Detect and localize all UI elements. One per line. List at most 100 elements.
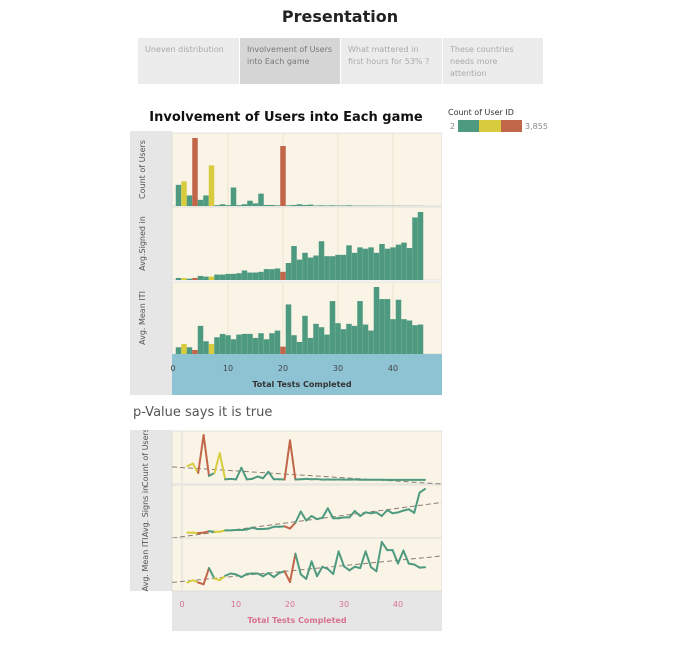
legend-max: 3,855 xyxy=(525,122,548,131)
line-segment xyxy=(326,507,335,520)
bar xyxy=(225,205,231,206)
story-tab-involvement[interactable]: Involvement of Users into Each game xyxy=(240,38,340,84)
story-tab-uneven-distribution[interactable]: Uneven distribution xyxy=(138,38,239,84)
bar xyxy=(335,205,341,206)
bar xyxy=(236,334,242,354)
bar xyxy=(208,276,215,280)
line-segment xyxy=(235,466,243,481)
line-segment xyxy=(283,439,291,481)
line-segment xyxy=(359,511,367,517)
bar xyxy=(203,195,209,206)
story-tab-first-hours[interactable]: What mattered in first hours for 53% ? xyxy=(341,38,442,84)
bar xyxy=(269,204,275,206)
story-tab-countries[interactable]: These countries needs more attention xyxy=(443,38,543,84)
bar xyxy=(324,205,330,206)
line-segment xyxy=(256,572,264,578)
bar xyxy=(192,277,198,280)
pane xyxy=(171,132,442,207)
bar xyxy=(192,349,198,354)
line-segment xyxy=(332,550,340,575)
line-segment xyxy=(299,510,308,522)
bar xyxy=(214,205,220,206)
bar xyxy=(258,333,264,354)
bar xyxy=(247,200,253,206)
bar xyxy=(225,273,231,280)
bar xyxy=(401,319,407,354)
bar xyxy=(340,254,347,280)
line-segment xyxy=(359,550,367,570)
bar xyxy=(335,323,341,354)
bar xyxy=(175,277,182,280)
bar xyxy=(186,278,193,280)
bar xyxy=(357,301,363,354)
line-segment xyxy=(364,550,372,569)
line-segment xyxy=(191,462,200,474)
line-segment xyxy=(197,434,205,474)
line-segment xyxy=(262,572,270,578)
bar xyxy=(280,271,286,280)
x-tick-label: 0 xyxy=(179,600,184,609)
bar xyxy=(296,341,303,354)
line-segment xyxy=(397,549,405,565)
bar xyxy=(362,324,369,354)
row-label: Avg.Signed in xyxy=(138,216,147,271)
row-label: Count of Users xyxy=(141,430,150,487)
line-segment xyxy=(386,509,394,515)
x-axis-title: Total Tests Completed xyxy=(247,616,346,625)
bar xyxy=(203,341,209,354)
bar xyxy=(258,193,264,206)
bar xyxy=(291,335,297,354)
legend-swatch-red xyxy=(500,120,522,132)
line-segment xyxy=(380,509,389,517)
color-legend[interactable] xyxy=(458,120,522,132)
line-segment xyxy=(262,470,270,480)
bar xyxy=(291,246,297,280)
bar xyxy=(318,327,325,354)
bar xyxy=(313,323,319,354)
line-segment xyxy=(208,471,216,477)
bar xyxy=(417,324,424,354)
bar xyxy=(406,320,413,354)
row-label: Count of Users xyxy=(138,140,147,199)
bar xyxy=(219,204,226,206)
x-tick-label: 20 xyxy=(285,600,295,609)
bar xyxy=(181,343,187,354)
x-tick-label: 0 xyxy=(170,364,175,373)
line-segment xyxy=(235,573,243,579)
bar xyxy=(225,335,231,354)
bar xyxy=(296,259,303,280)
pane xyxy=(171,537,442,592)
bar xyxy=(406,248,413,280)
bar xyxy=(346,323,352,354)
x-tick-label: 30 xyxy=(339,600,349,609)
x-axis-band xyxy=(172,591,442,631)
bar xyxy=(291,204,297,206)
bar xyxy=(247,333,253,354)
row-label-column xyxy=(130,430,172,591)
bar xyxy=(390,247,396,280)
line-segment xyxy=(348,510,356,519)
line-segment xyxy=(294,510,302,524)
line-segment xyxy=(310,560,318,578)
bar xyxy=(313,255,319,280)
bar xyxy=(203,276,209,280)
bar xyxy=(252,337,259,354)
line-segment xyxy=(202,567,210,586)
legend-swatch-green xyxy=(458,120,480,132)
bar xyxy=(379,243,385,280)
bar xyxy=(280,146,286,206)
bar xyxy=(274,205,281,206)
bar xyxy=(340,329,347,354)
x-axis-title: Total Tests Completed xyxy=(252,380,351,389)
x-tick-label: 30 xyxy=(333,364,343,373)
bar xyxy=(384,248,391,280)
line-segment xyxy=(375,541,383,573)
bar xyxy=(401,242,407,280)
line-segment xyxy=(353,510,362,517)
x-tick-label: 20 xyxy=(278,364,288,373)
story-title: Presentation xyxy=(281,7,399,26)
bar-chart[interactable]: Count of Users Avg.Signed in Avg. Mean ITI… xyxy=(130,131,442,395)
bar xyxy=(313,205,319,206)
bar xyxy=(230,187,237,206)
